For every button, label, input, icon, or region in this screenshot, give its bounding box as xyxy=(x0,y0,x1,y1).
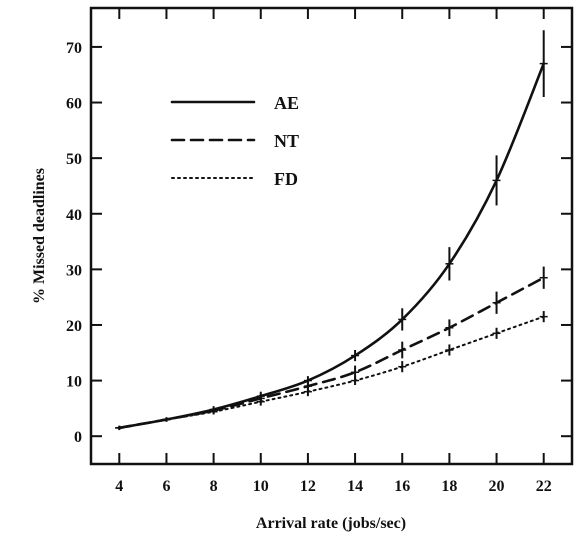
y-tick-label: 60 xyxy=(66,96,82,113)
x-tick-label: 14 xyxy=(347,478,363,495)
series-fd xyxy=(115,311,548,430)
x-tick-label: 6 xyxy=(162,478,170,495)
y-tick-label: 30 xyxy=(66,262,82,279)
x-tick-label: 4 xyxy=(115,478,123,495)
x-tick-label: 12 xyxy=(300,478,316,495)
legend-label-fd: FD xyxy=(274,169,298,189)
series-nt xyxy=(115,266,548,430)
series-line xyxy=(118,315,545,429)
x-tick-label: 10 xyxy=(253,478,269,495)
y-tick-label: 0 xyxy=(74,429,82,446)
plot-frame xyxy=(89,6,574,466)
x-tick-label: 18 xyxy=(441,478,457,495)
y-axis-title: % Missed deadlines xyxy=(31,168,48,304)
legend-label-ae: AE xyxy=(274,93,299,113)
axis-ticks: 4 6 8 10 12 14 16 18 20 22 0 10 20 30 40 50 60 70 xyxy=(66,8,572,495)
x-tick-label: 8 xyxy=(210,478,218,495)
series-ae xyxy=(115,30,548,431)
series-lines xyxy=(115,30,548,431)
y-tick-label: 20 xyxy=(66,318,82,335)
x-tick-label: 20 xyxy=(489,478,505,495)
legend: AE NT FD xyxy=(170,93,299,189)
series-line xyxy=(117,276,546,430)
y-tick-label: 70 xyxy=(66,40,82,57)
x-tick-label: 22 xyxy=(536,478,552,495)
x-tick-label: 16 xyxy=(394,478,410,495)
y-tick-label: 50 xyxy=(66,151,82,168)
y-tick-label: 40 xyxy=(66,207,82,224)
series-line xyxy=(117,62,546,430)
legend-label-nt: NT xyxy=(274,131,299,151)
x-axis-title: Arrival rate (jobs/sec) xyxy=(256,515,406,532)
y-tick-label: 10 xyxy=(66,374,82,391)
